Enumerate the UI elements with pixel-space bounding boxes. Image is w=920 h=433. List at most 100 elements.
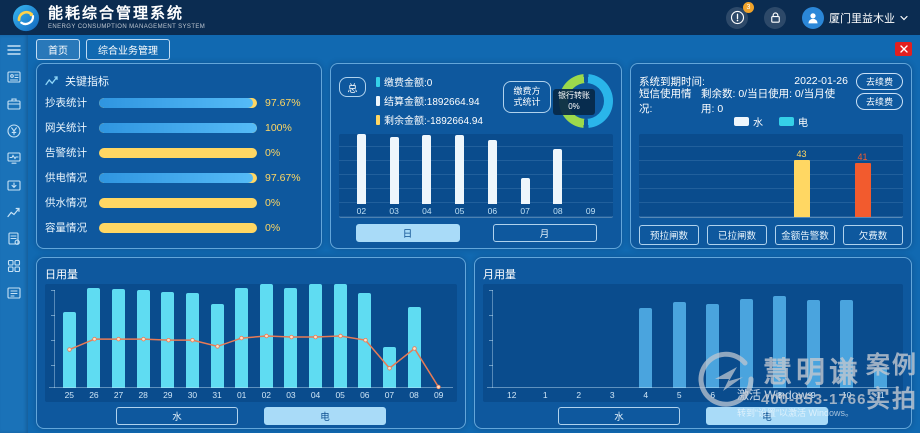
x-tick-label: 2 [576,390,582,400]
currency-yuan-icon[interactable] [6,123,22,139]
legend-item: 电 [779,114,808,129]
bar-column: 31 [205,284,230,402]
indicator-progress-bar [99,172,257,183]
tab-home[interactable]: 首页 [36,38,80,60]
logo-wrap: 能耗综合管理系统 ENERGY CONSUMPTION MANAGEMENT S… [12,4,205,32]
bar [407,306,421,388]
id-card-icon[interactable] [6,69,22,85]
briefcase-icon[interactable] [6,96,22,112]
bar-column [649,134,710,217]
y-axis-line [489,290,493,388]
x-axis-line [49,387,453,388]
x-tick-label: 30 [187,390,198,400]
key-indicators-panel: 关键指标 抄表统计 97.67% 网关统计 100% 告警统计 0% 供电情况 97.67% 供… [36,63,322,249]
legend-marker [376,76,380,87]
sms-renew-button[interactable]: 去续费 [855,92,903,110]
close-button[interactable] [895,42,912,56]
bar [62,312,76,388]
avatar [802,6,824,29]
bar-value-label: 41 [857,151,868,162]
x-tick-label: 09 [433,390,444,400]
system-panel: 系统到期时间: 2022-01-26 去续费 短信使用情况: 剩余数: 0/当日… [630,63,912,249]
x-tick-label: 8 [777,390,783,400]
bar-column: 30 [180,284,205,402]
monitor-wave-icon[interactable] [6,150,22,166]
monthly-usage-buttons: 水电 [483,407,903,425]
tab-business[interactable]: 综合业务管理 [86,38,170,60]
bar-column: 3 [596,284,630,402]
bar-column: 04 [411,134,444,217]
apps-grid-icon[interactable] [6,258,22,274]
bar [706,303,720,388]
legend-label: 电 [798,118,808,129]
bar-column: 04 [303,284,328,402]
document-settings-icon[interactable] [6,231,22,247]
x-tick-label: 7 [743,390,749,400]
arrears-count-button[interactable]: 欠费数 [843,225,903,245]
monthly-usage-title: 月用量 [483,269,516,281]
bar-column: 10 [830,284,864,402]
folder-download-icon[interactable] [6,177,22,193]
bar [112,289,126,388]
legend-label: 剩余金额:-1892664.94 [384,116,483,127]
bar [793,159,810,217]
x-tick-label: 25 [64,390,75,400]
lock-button[interactable] [764,6,786,29]
legend-marker [376,114,380,125]
bar-column: 08 [542,134,575,217]
x-tick-label: 29 [163,390,173,400]
system-expiry-label: 系统到期时间: [639,75,705,88]
bar-column: 29 [156,284,181,402]
user-name: 厦门里益木业 [829,12,895,25]
indicator-label: 容量情况 [45,222,87,234]
x-tick-label: 07 [384,390,395,400]
bar [773,296,787,388]
user-menu[interactable]: 厦门里益木业 [802,6,908,29]
trend-chart-icon[interactable] [6,204,22,220]
tab-bar: 首页 综合业务管理 [36,38,912,60]
bar-column: 25 [57,284,82,402]
water-button[interactable]: 水 [558,407,680,425]
tripped-count-button[interactable]: 已拉闸数 [707,225,767,245]
indicator-value: 97.67% [265,171,301,184]
zigzag-chart-icon [45,76,58,86]
bar-column: 28 [131,284,156,402]
menu-icon[interactable] [6,42,22,58]
x-tick-label: 31 [212,390,222,400]
bar-column: 27 [106,284,131,402]
bar-column: 11 [864,284,898,402]
payment-method-bubble[interactable]: 缴费方 式统计 [503,81,551,113]
x-tick-label: 04 [310,390,321,400]
renew-button[interactable]: 去续费 [855,72,903,90]
bar-column: 2 [562,284,596,402]
month-button[interactable]: 月 [492,224,597,242]
bar-column: 06 [353,284,378,402]
pre-trip-count-button[interactable]: 预拉闸数 [639,225,699,245]
electricity-button[interactable]: 电 [264,407,386,425]
total-bubble[interactable]: 总 [339,77,366,97]
electricity-button[interactable]: 电 [706,407,828,425]
content-area: 首页 综合业务管理 关键指标 抄表统计 97.67% 网关统计 100% 告警统计 0% 供… [28,35,920,433]
indicator-list: 抄表统计 97.67% 网关统计 100% 告警统计 0% 供电情况 97.67% 供水情况 0%… [45,90,313,240]
bar [235,288,249,388]
bar-column: 26 [82,284,107,402]
monthly-usage-panel: 月用量 12 1 2 3 4 5 6 7 8 9 10 11 水电 [474,257,912,429]
water-button[interactable]: 水 [116,407,238,425]
legend-swatch [734,117,749,126]
indicator-label: 抄表统计 [45,97,87,109]
bar-column: 01 [229,284,254,402]
bar [739,298,753,388]
monitor-icon[interactable] [6,285,22,301]
bar [520,178,530,204]
bar [840,299,854,388]
legend-item: 剩余金额:-1892664.94 [376,112,483,127]
notifications-button[interactable]: 3 [726,1,754,29]
bar-column: 05 [443,134,476,217]
header-actions: 3 厦门里益木业 [726,1,908,29]
x-tick-label: 10 [842,390,852,400]
amount-alarm-count-button[interactable]: 金额告警数 [775,225,835,245]
bar [309,284,323,388]
bar [806,299,820,388]
day-button[interactable]: 日 [355,224,460,242]
